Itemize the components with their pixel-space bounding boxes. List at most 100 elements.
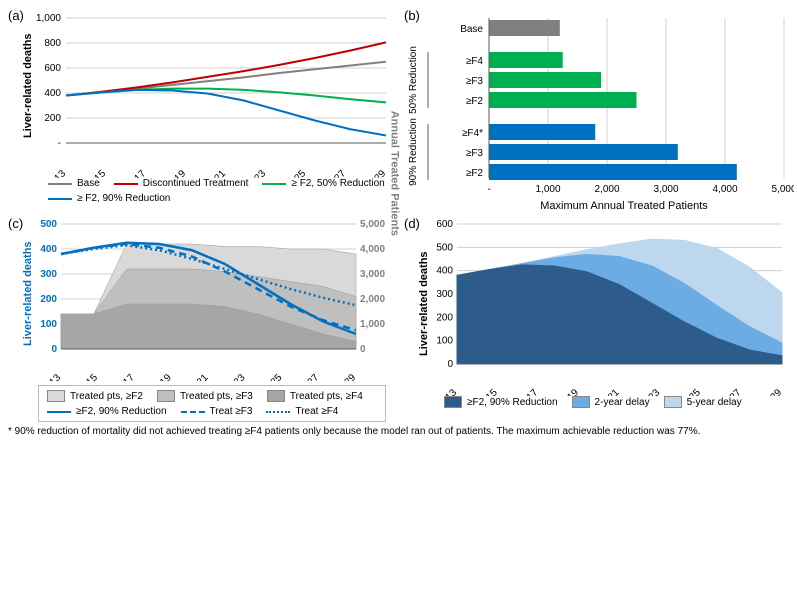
panel-b-label: (b) bbox=[404, 8, 420, 23]
panel-b: (b) - 1,000 2,000 3,000 4,000 5,000 Base ≥F4 ≥F3… bbox=[404, 8, 794, 212]
legend-d2: 2-year delay bbox=[595, 397, 650, 408]
panel-a-legend: Base Discontinued Treatment ≥ F2, 50% Re… bbox=[8, 178, 396, 204]
svg-text:0: 0 bbox=[360, 344, 366, 355]
legend-treated-f2: Treated pts, ≥F2 bbox=[70, 391, 143, 402]
svg-text:600: 600 bbox=[44, 63, 61, 74]
svg-text:2023: 2023 bbox=[224, 372, 248, 381]
svg-text:2,000: 2,000 bbox=[360, 294, 385, 305]
svg-text:≥F3: ≥F3 bbox=[466, 76, 484, 87]
panel-a-label: (a) bbox=[8, 8, 24, 23]
legend-base: Base bbox=[77, 178, 100, 189]
panel-c: (c) Liver-related deaths Annual Treated … bbox=[8, 216, 396, 422]
svg-text:3,000: 3,000 bbox=[360, 269, 385, 280]
svg-text:≥F2: ≥F2 bbox=[466, 96, 484, 107]
svg-text:300: 300 bbox=[436, 289, 453, 300]
panel-c-chart: 0 100 200 300 400 500 0 1,000 2,000 3,000 4,000 5,0… bbox=[26, 216, 396, 381]
svg-text:100: 100 bbox=[40, 319, 57, 330]
panel-c-yleft-label: Liver-related deaths bbox=[22, 241, 34, 346]
panel-d-legend: ≥F2, 90% Reduction 2-year delay 5-year d… bbox=[404, 396, 794, 408]
svg-text:2021: 2021 bbox=[598, 387, 622, 396]
panel-c-yright-label: Annual Treated Patients bbox=[388, 111, 400, 236]
svg-text:100: 100 bbox=[436, 336, 453, 347]
svg-text:400: 400 bbox=[40, 244, 57, 255]
footnote: * 90% reduction of mortality did not ach… bbox=[8, 426, 789, 437]
svg-text:2015: 2015 bbox=[476, 387, 500, 396]
svg-text:-: - bbox=[487, 184, 490, 195]
panel-d-label: (d) bbox=[404, 216, 420, 231]
svg-text:400: 400 bbox=[44, 88, 61, 99]
svg-text:1,000: 1,000 bbox=[535, 184, 560, 195]
panel-a: (a) Liver-related deaths - 200 400 600 800 1,… bbox=[8, 8, 396, 212]
svg-text:2025: 2025 bbox=[261, 372, 285, 381]
legend-f2-50: ≥ F2, 50% Reduction bbox=[291, 178, 384, 189]
svg-text:2023: 2023 bbox=[639, 387, 663, 396]
panel-d-chart: 0 100 200 300 400 500 600 2013 2015 2017 2019 2021 2… bbox=[422, 216, 792, 396]
svg-text:200: 200 bbox=[436, 312, 453, 323]
svg-text:2029: 2029 bbox=[335, 372, 359, 381]
svg-text:2013: 2013 bbox=[45, 168, 69, 178]
svg-text:2025: 2025 bbox=[679, 387, 703, 396]
legend-d5: 5-year delay bbox=[687, 397, 742, 408]
svg-text:2023: 2023 bbox=[245, 168, 269, 178]
svg-text:1,000: 1,000 bbox=[360, 319, 385, 330]
svg-text:600: 600 bbox=[436, 219, 453, 230]
svg-text:200: 200 bbox=[44, 113, 61, 124]
svg-text:2013: 2013 bbox=[436, 387, 460, 396]
svg-text:0: 0 bbox=[51, 344, 57, 355]
svg-text:2019: 2019 bbox=[150, 372, 174, 381]
legend-line-f2: ≥F2, 90% Reduction bbox=[76, 406, 167, 417]
svg-text:800: 800 bbox=[44, 38, 61, 49]
svg-text:2019: 2019 bbox=[165, 168, 189, 178]
svg-text:2015: 2015 bbox=[76, 372, 100, 381]
svg-text:4,000: 4,000 bbox=[712, 184, 737, 195]
svg-text:90% Reduction: 90% Reduction bbox=[408, 118, 419, 186]
svg-text:200: 200 bbox=[40, 294, 57, 305]
panel-a-y-label: Liver-related deaths bbox=[22, 33, 34, 138]
svg-text:2027: 2027 bbox=[298, 372, 322, 381]
panel-b-chart: - 1,000 2,000 3,000 4,000 5,000 Base ≥F4 ≥F3 ≥F2 5… bbox=[404, 8, 794, 198]
svg-text:≥F4*: ≥F4* bbox=[462, 128, 483, 139]
svg-text:2019: 2019 bbox=[557, 387, 581, 396]
svg-text:0: 0 bbox=[447, 359, 453, 370]
legend-line-f4: Treat ≥F4 bbox=[295, 406, 338, 417]
svg-text:1,000: 1,000 bbox=[36, 13, 61, 24]
panel-d-y-label: Liver-related deaths bbox=[418, 251, 430, 356]
svg-text:2017: 2017 bbox=[517, 387, 541, 396]
svg-text:500: 500 bbox=[436, 242, 453, 253]
svg-text:300: 300 bbox=[40, 269, 57, 280]
panel-c-legend: Treated pts, ≥F2 Treated pts, ≥F3 Treate… bbox=[38, 385, 386, 422]
svg-text:500: 500 bbox=[40, 219, 57, 230]
svg-text:5,000: 5,000 bbox=[771, 184, 794, 195]
legend-treated-f3: Treated pts, ≥F3 bbox=[180, 391, 253, 402]
svg-text:2029: 2029 bbox=[761, 387, 785, 396]
svg-text:2015: 2015 bbox=[85, 168, 109, 178]
svg-text:2021: 2021 bbox=[187, 372, 211, 381]
figure-grid: (a) Liver-related deaths - 200 400 600 800 1,… bbox=[8, 8, 789, 422]
svg-text:2017: 2017 bbox=[113, 372, 137, 381]
panel-a-chart: - 200 400 600 800 1,000 2013 2015 2017 2019 2021 20… bbox=[26, 8, 396, 178]
svg-text:2027: 2027 bbox=[720, 387, 744, 396]
legend-discontinued: Discontinued Treatment bbox=[143, 178, 249, 189]
svg-text:2021: 2021 bbox=[205, 168, 229, 178]
panel-d: (d) Liver-related deaths 0 100 200 300 400 50… bbox=[404, 216, 794, 422]
svg-text:3,000: 3,000 bbox=[653, 184, 678, 195]
legend-d0: ≥F2, 90% Reduction bbox=[467, 397, 558, 408]
svg-text:2017: 2017 bbox=[125, 168, 149, 178]
svg-text:50% Reduction: 50% Reduction bbox=[408, 46, 419, 114]
svg-text:2013: 2013 bbox=[40, 372, 64, 381]
svg-text:≥F2: ≥F2 bbox=[466, 168, 484, 179]
svg-text:4,000: 4,000 bbox=[360, 244, 385, 255]
legend-f2-90: ≥ F2, 90% Reduction bbox=[77, 193, 170, 204]
svg-text:2025: 2025 bbox=[285, 168, 309, 178]
panel-b-x-label: Maximum Annual Treated Patients bbox=[454, 200, 794, 212]
svg-text:2,000: 2,000 bbox=[594, 184, 619, 195]
svg-text:2027: 2027 bbox=[325, 168, 349, 178]
svg-text:≥F3: ≥F3 bbox=[466, 148, 484, 159]
svg-text:-: - bbox=[58, 138, 61, 149]
svg-text:≥F4: ≥F4 bbox=[466, 56, 484, 67]
svg-text:Base: Base bbox=[460, 24, 483, 35]
svg-text:400: 400 bbox=[436, 266, 453, 277]
svg-text:5,000: 5,000 bbox=[360, 219, 385, 230]
legend-line-f3: Treat ≥F3 bbox=[210, 406, 253, 417]
legend-treated-f4: Treated pts, ≥F4 bbox=[290, 391, 363, 402]
